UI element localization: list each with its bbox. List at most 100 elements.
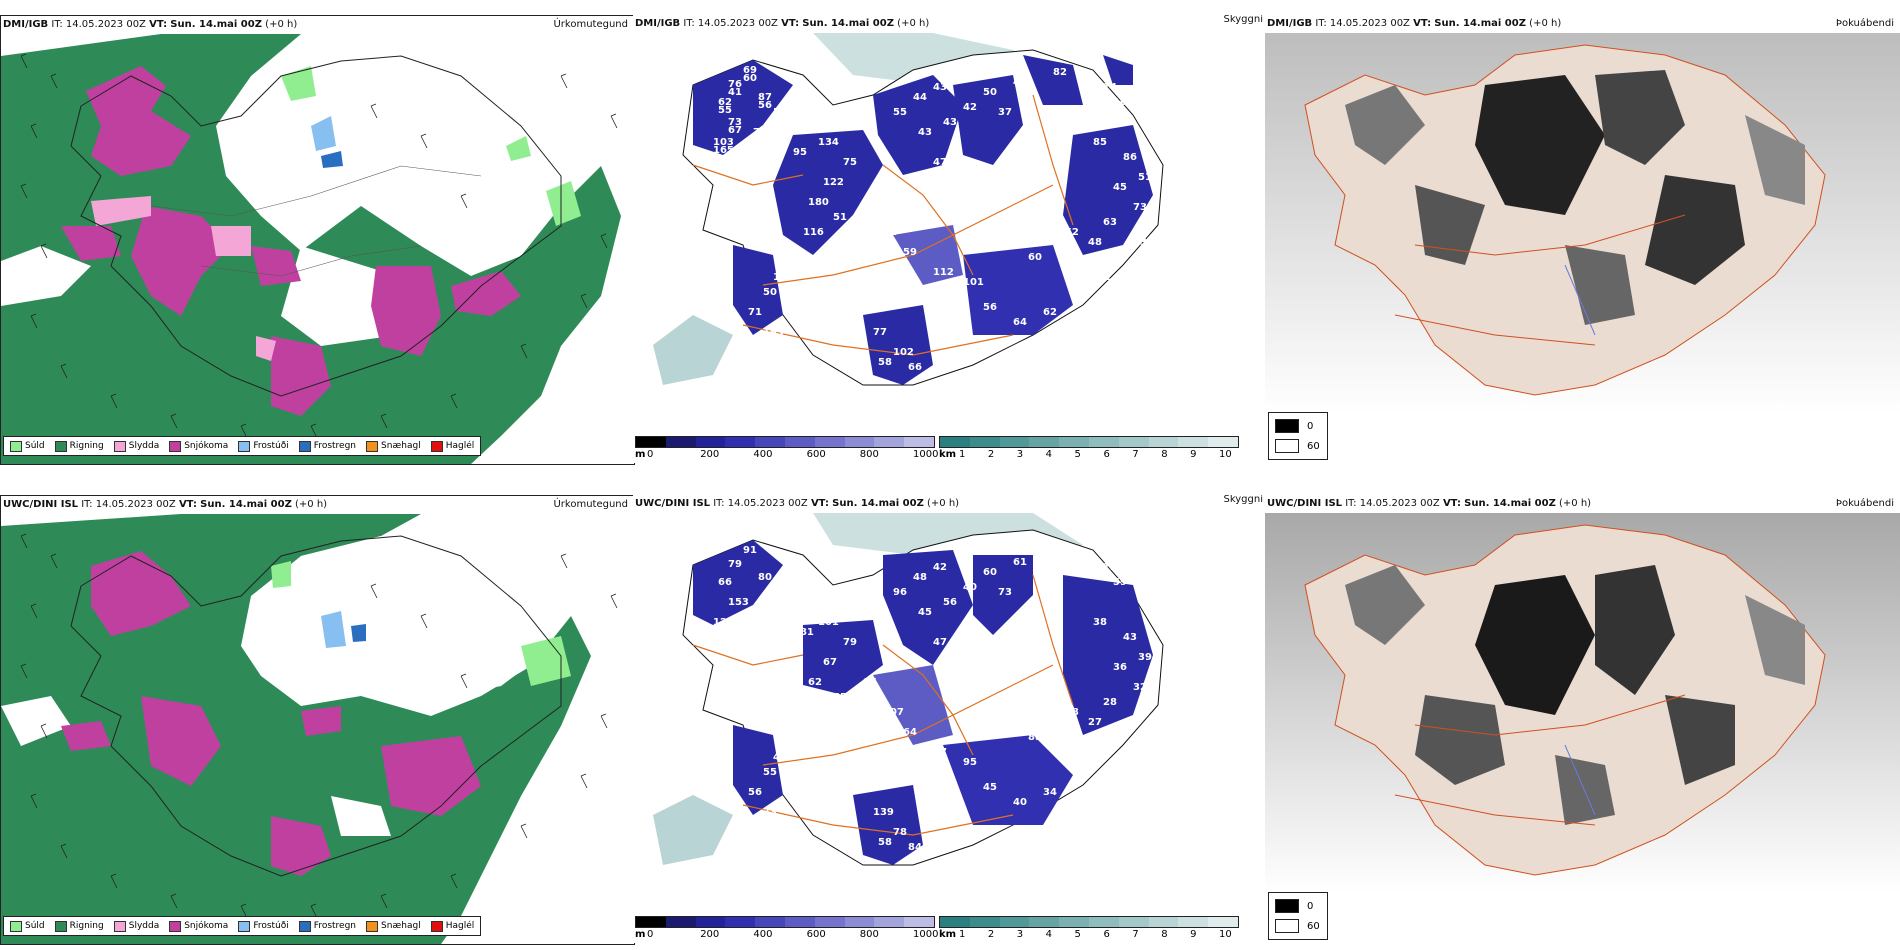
- colorbar-bin: [1148, 437, 1179, 447]
- visibility-value-label: 56: [748, 787, 762, 798]
- visibility-header-row2: UWC/DINI ISL IT: 14.05.2023 00Z VT: Sun.…: [635, 498, 959, 509]
- lead-time: (+0 h): [1529, 18, 1562, 29]
- it-label: IT:: [713, 498, 725, 509]
- precip-title: Úrkomutegund: [553, 19, 628, 30]
- colorbar-bin: [1208, 917, 1238, 927]
- vt-value: Sun. 14.mai 00Z: [832, 498, 924, 509]
- colorbar-bin: [1088, 917, 1119, 927]
- visibility-value-label: 55: [803, 317, 817, 328]
- colorbar-tick: 6: [1103, 929, 1110, 940]
- legend-label: Rigning: [69, 921, 104, 931]
- legend-swatch: [238, 920, 251, 932]
- visibility-value-label: 78: [893, 827, 907, 838]
- colorbar-tick: 1: [959, 929, 966, 940]
- cloud-panel-row1: DMI/IGB IT: 14.05.2023 00Z VT: Sun. 14.m…: [1265, 15, 1900, 463]
- it-value: 14.05.2023 00Z: [65, 19, 146, 30]
- visibility-value-label: 121: [713, 617, 734, 628]
- visibility-value-label: 181: [793, 627, 814, 638]
- fog-legend-label: 0: [1307, 420, 1314, 432]
- colorbar-bin: [636, 437, 666, 447]
- vt-value: Sun. 14.mai 00Z: [200, 499, 292, 510]
- visibility-value-label: 109: [1113, 97, 1134, 108]
- it-value: 14.05.2023 00Z: [95, 499, 176, 510]
- it-label: IT:: [1345, 498, 1357, 509]
- visibility-value-label: 76: [728, 79, 742, 90]
- vt-label: VT:: [178, 499, 197, 510]
- colorbar-bin: [1178, 437, 1209, 447]
- legend-item: Slydda: [113, 920, 159, 932]
- colorbar-tick: 3: [1016, 929, 1024, 940]
- visibility-title: Skyggni: [1223, 495, 1263, 505]
- visibility-value-label: 116: [803, 227, 824, 238]
- lead-time: (+0 h): [897, 18, 930, 29]
- it-value: 14.05.2023 00Z: [1329, 18, 1410, 29]
- it-value: 14.05.2023 00Z: [727, 498, 808, 509]
- legend-item: Frostregn: [298, 440, 356, 452]
- visibility-value-label: 51: [1138, 172, 1152, 183]
- visibility-value-label: 43: [1123, 632, 1137, 643]
- colorbar-tick: 9: [1190, 929, 1197, 940]
- colorbar-bin: [969, 437, 1000, 447]
- vt-label: VT:: [149, 19, 168, 30]
- precip-legend: Súld Rigning Slydda Snjókoma Frostúði Frostre…: [3, 436, 482, 456]
- fog-legend-swatch: [1275, 439, 1299, 453]
- colorbar-ticks: m 0 200 400 600 800 1000: [635, 928, 938, 942]
- visibility-value-label: 70: [788, 777, 802, 788]
- visibility-value-label: 60: [743, 73, 757, 84]
- cloud-title: Þokuábendi: [1835, 498, 1894, 509]
- legend-label: Frostúði: [253, 441, 289, 451]
- visibility-title: Skyggni: [1223, 15, 1263, 25]
- colorbar-tick: 2: [987, 449, 995, 460]
- visibility-value-label: 95: [963, 757, 977, 768]
- visibility-value-label: 73: [728, 117, 742, 128]
- legend-swatch: [113, 920, 126, 932]
- visibility-value-label: 60: [1028, 252, 1042, 263]
- colorbar-tick: 9: [1190, 449, 1197, 460]
- colorbar-tick: 5: [1074, 449, 1081, 460]
- visibility-value-label: 102: [893, 347, 914, 358]
- visibility-value-label: 28: [1103, 697, 1117, 708]
- visibility-value-label: 75: [843, 157, 857, 168]
- legend-swatch: [366, 920, 379, 932]
- colorbar-bin: [904, 437, 934, 447]
- model-name: DMI/IGB: [635, 18, 681, 29]
- fog-legend-label: 0: [1307, 900, 1314, 912]
- precip-map-row2: [1, 514, 634, 944]
- visibility-value-label: 101: [818, 617, 839, 628]
- colorbar-tick: 1: [959, 449, 966, 460]
- colorbar-bin: [874, 917, 905, 927]
- colorbar-tick: 10: [1219, 929, 1232, 940]
- visibility-value-label: 47: [773, 752, 787, 763]
- colorbar-tick: 2: [987, 929, 995, 940]
- colorbar-strip: [939, 436, 1239, 448]
- it-label: IT:: [81, 499, 93, 510]
- visibility-value-label: 91: [1053, 547, 1067, 558]
- legend-label: Snjókoma: [184, 921, 229, 931]
- legend-item: Slydda: [113, 440, 159, 452]
- visibility-value-label: 75: [1063, 257, 1077, 268]
- precip-header-row1: DMI/IGB IT: 14.05.2023 00Z VT: Sun. 14.m…: [3, 19, 297, 30]
- visibility-value-label: 45: [1113, 182, 1127, 193]
- colorbar-tick: 10: [1219, 449, 1232, 460]
- fog-legend-swatch: [1275, 899, 1299, 913]
- legend-label: Snjókoma: [184, 441, 229, 451]
- cloud-title: Þokuábendi: [1835, 18, 1894, 29]
- it-label: IT:: [1315, 18, 1327, 29]
- colorbar-bin: [1208, 437, 1238, 447]
- lead-time: (+0 h): [295, 499, 328, 510]
- visibility-value-label: 74: [788, 297, 802, 308]
- legend-item: Snæhagl: [366, 440, 421, 452]
- visibility-value-label: 54: [773, 107, 787, 118]
- visibility-value-label: 85: [1028, 732, 1042, 743]
- legend-swatch: [238, 440, 251, 452]
- precip-map-row1: [1, 34, 634, 464]
- visibility-value-label: 65: [838, 757, 852, 768]
- colorbar-bin: [1059, 437, 1089, 447]
- visibility-value-label: 84: [908, 842, 922, 853]
- legend-item: Haglél: [430, 440, 474, 452]
- legend-swatch: [113, 440, 126, 452]
- visibility-value-label: 44: [1013, 77, 1027, 88]
- colorbar-bin: [874, 437, 905, 447]
- visibility-value-label: 48: [1088, 237, 1102, 248]
